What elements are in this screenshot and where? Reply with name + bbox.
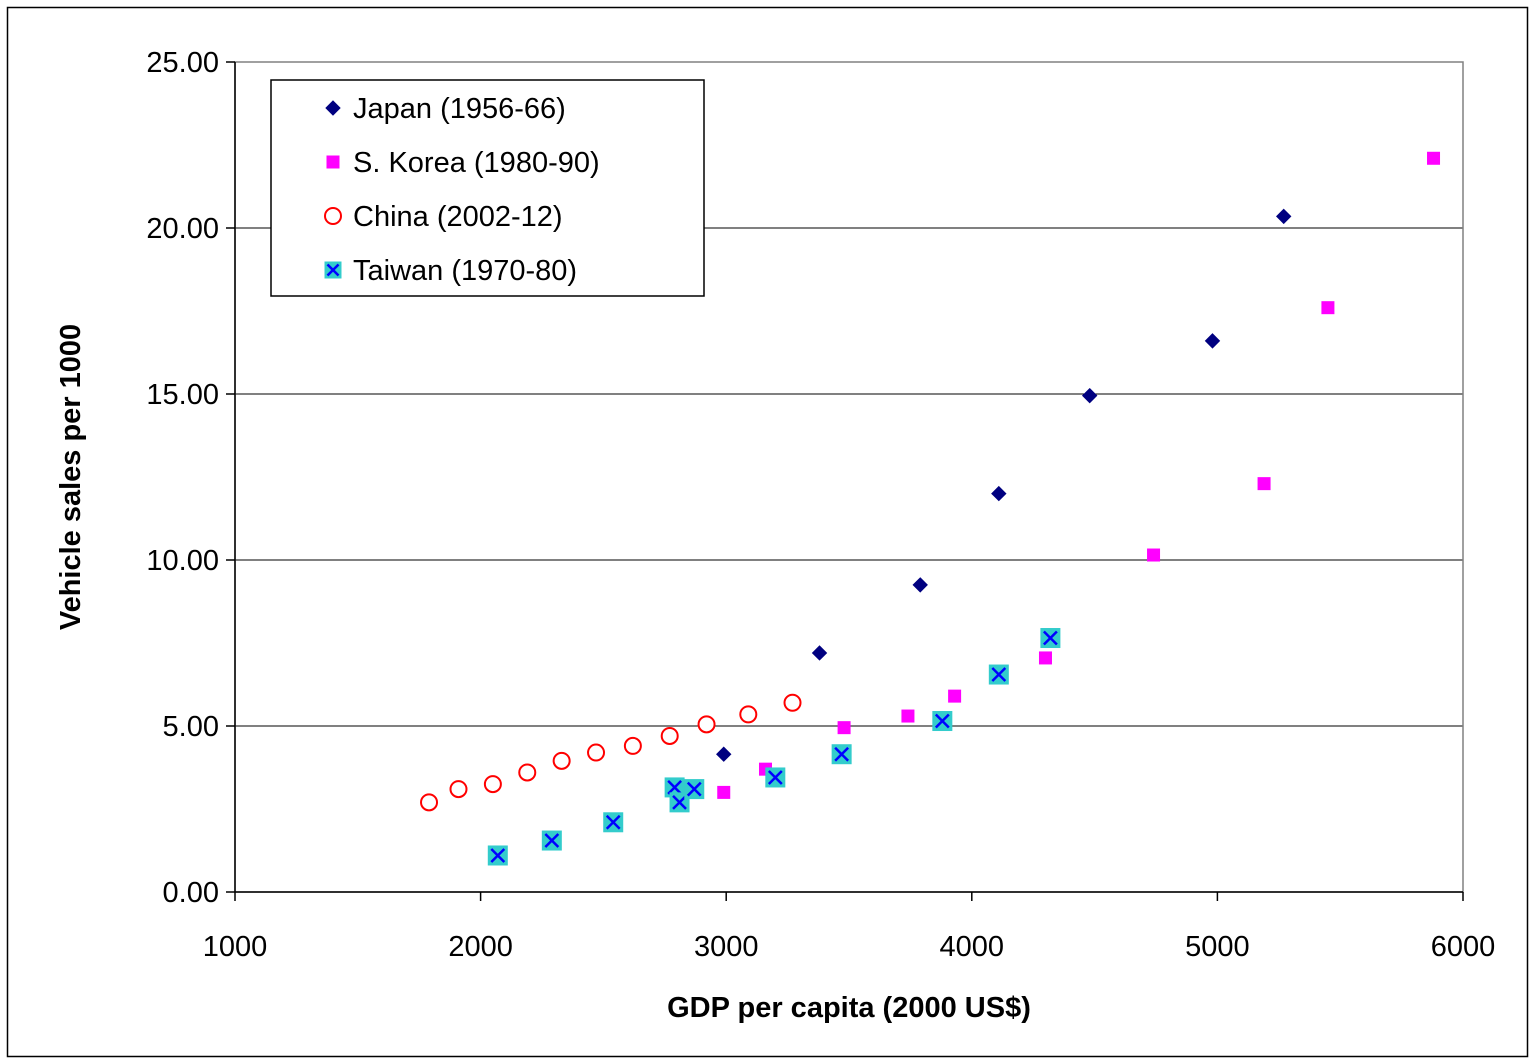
data-point <box>587 743 606 762</box>
legend-item: Japan (1956-66) <box>325 93 566 125</box>
data-point <box>1321 301 1335 315</box>
legend-marker <box>324 207 342 225</box>
data-points <box>420 151 1441 866</box>
legend-label: China (2002-12) <box>353 201 563 233</box>
data-point <box>623 736 642 755</box>
data-point <box>783 693 802 712</box>
marker-cross <box>991 667 1007 682</box>
marker-cross <box>605 814 621 830</box>
data-point <box>932 711 953 732</box>
data-point <box>449 780 468 799</box>
y-tick-label: 25.00 <box>146 47 219 79</box>
data-point <box>831 744 852 765</box>
series-3 <box>420 693 802 812</box>
data-point <box>765 767 786 788</box>
data-point <box>948 689 962 703</box>
data-point <box>483 775 502 794</box>
data-point <box>1147 548 1161 562</box>
data-point <box>716 746 732 762</box>
data-point <box>1040 628 1061 649</box>
data-point <box>912 577 928 593</box>
data-point <box>684 779 705 800</box>
data-point <box>1276 208 1292 225</box>
legend-item: Taiwan (1970-80) <box>324 255 577 287</box>
data-point <box>697 715 716 734</box>
legend-item: China (2002-12) <box>324 201 563 233</box>
data-point <box>811 645 828 661</box>
data-point <box>487 845 508 866</box>
legend-item: S. Korea (1980-90) <box>326 147 600 179</box>
legend-box <box>270 79 705 297</box>
x-axis-title: GDP per capita (2000 US$) <box>667 992 1031 1024</box>
legend: Japan (1956-66) S. Korea (1980-90) China (… <box>270 79 705 297</box>
data-point <box>988 664 1009 685</box>
data-point <box>901 709 915 723</box>
legend-marker <box>326 155 340 169</box>
y-tick-label: 15.00 <box>146 379 219 411</box>
x-tick-label: 3000 <box>694 931 759 963</box>
data-point <box>1257 477 1271 491</box>
data-point <box>541 830 562 851</box>
x-tick-label: 2000 <box>448 931 513 963</box>
x-tick-label: 6000 <box>1431 931 1496 963</box>
data-point <box>739 705 758 724</box>
marker-cross <box>767 770 783 785</box>
marker-cross <box>490 848 506 863</box>
chart-frame <box>6 6 1529 1058</box>
legend-label: Taiwan (1970-80) <box>353 255 577 287</box>
marker-cross <box>667 780 683 795</box>
legend-label: Japan (1956-66) <box>353 93 566 125</box>
y-tick-label: 5.00 <box>163 711 219 743</box>
marker-cross <box>1043 630 1058 646</box>
data-point <box>420 793 439 812</box>
series-4 <box>487 628 1061 866</box>
data-point <box>603 812 624 833</box>
marker-cross <box>934 713 950 729</box>
data-point <box>837 721 851 735</box>
data-point <box>660 726 679 745</box>
marker-cross <box>834 746 850 762</box>
x-tick-label: 4000 <box>940 931 1005 963</box>
legend-marker <box>325 100 341 116</box>
y-tick-label: 10.00 <box>146 545 219 577</box>
y-tick-label: 20.00 <box>146 213 219 245</box>
data-point <box>1204 333 1221 349</box>
data-point <box>717 785 731 799</box>
axes: 0.00 5.00 10.00 15.00 20.00 25.00 1000 2000 3000… <box>146 47 1495 963</box>
data-point <box>1038 651 1052 665</box>
data-point <box>518 763 537 782</box>
data-point <box>1427 151 1441 165</box>
x-tick-label: 1000 <box>203 931 268 963</box>
marker-cross <box>326 263 340 277</box>
legend-label: S. Korea (1980-90) <box>353 147 600 179</box>
legend-marker <box>324 261 342 279</box>
data-point <box>552 751 571 770</box>
y-axis-title: Vehicle sales per 1000 <box>55 324 87 630</box>
x-tick-label: 5000 <box>1185 931 1250 963</box>
marker-cross <box>544 833 560 848</box>
y-tick-label: 0.00 <box>163 877 219 909</box>
marker-cross <box>672 794 687 810</box>
marker-cross <box>686 781 702 797</box>
series-1 <box>716 208 1292 762</box>
data-point <box>1081 387 1098 404</box>
data-point <box>991 485 1007 502</box>
